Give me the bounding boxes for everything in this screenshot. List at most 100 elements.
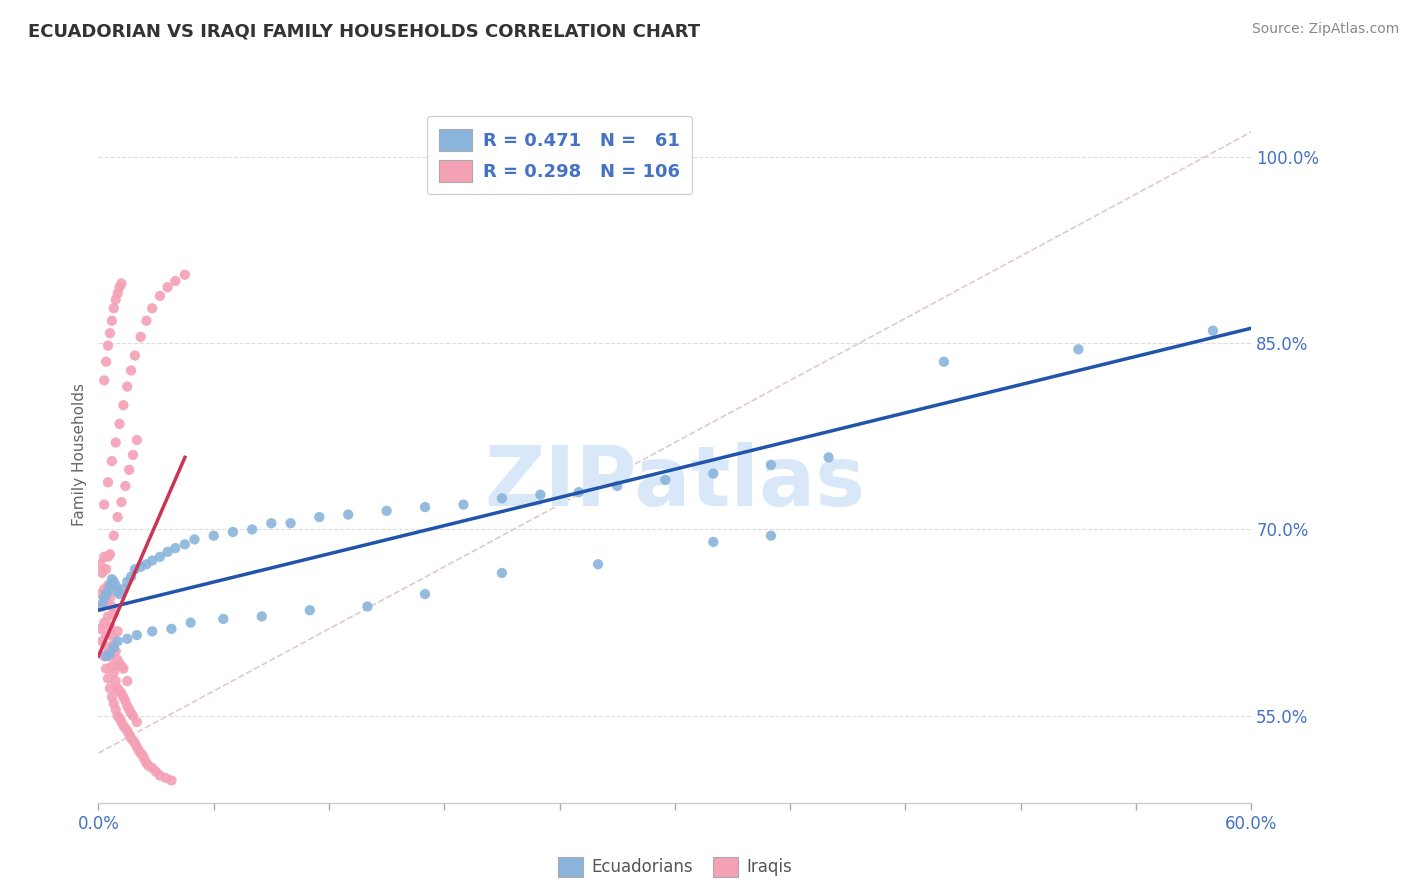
Point	[107, 584, 129, 599]
Point	[129, 746, 152, 760]
Point	[250, 609, 273, 624]
Point	[932, 355, 955, 369]
Point	[107, 624, 129, 639]
Point	[606, 479, 628, 493]
Point	[103, 697, 125, 711]
Point	[118, 727, 141, 741]
Point	[129, 559, 152, 574]
Point	[91, 634, 114, 648]
Point	[114, 721, 136, 735]
Text: ZIPatlas: ZIPatlas	[485, 442, 865, 524]
Point	[107, 510, 129, 524]
Point	[120, 363, 142, 377]
Point	[375, 504, 398, 518]
Point	[98, 619, 121, 633]
Point	[222, 524, 245, 539]
Point	[93, 649, 115, 664]
Point	[453, 498, 475, 512]
Point	[156, 280, 179, 294]
Point	[131, 748, 153, 763]
Point	[156, 545, 179, 559]
Point	[93, 582, 115, 596]
Point	[101, 454, 124, 468]
Point	[110, 686, 132, 700]
Point	[103, 607, 125, 621]
Point	[98, 547, 121, 561]
Point	[135, 314, 157, 328]
Point	[107, 708, 129, 723]
Point	[91, 566, 114, 580]
Point	[110, 659, 132, 673]
Point	[529, 488, 551, 502]
Point	[135, 756, 157, 770]
Point	[112, 398, 135, 412]
Point	[98, 681, 121, 696]
Point	[413, 587, 436, 601]
Point	[91, 597, 114, 611]
Point	[93, 591, 115, 605]
Point	[104, 293, 127, 307]
Point	[586, 558, 609, 572]
Point	[104, 578, 127, 592]
Point	[97, 549, 120, 564]
Point	[118, 463, 141, 477]
Point	[120, 570, 142, 584]
Point	[89, 558, 111, 572]
Point	[104, 674, 127, 689]
Point	[117, 379, 138, 393]
Point	[101, 599, 124, 614]
Point	[149, 768, 172, 782]
Point	[356, 599, 378, 614]
Point	[93, 549, 115, 564]
Point	[104, 703, 127, 717]
Point	[93, 615, 115, 630]
Point	[240, 523, 263, 537]
Point	[141, 761, 163, 775]
Point	[97, 338, 120, 352]
Point	[98, 649, 121, 664]
Point	[141, 301, 163, 316]
Point	[654, 473, 676, 487]
Point	[107, 681, 129, 696]
Point	[120, 706, 142, 721]
Point	[124, 349, 146, 363]
Point	[107, 653, 129, 667]
Point	[125, 628, 148, 642]
Point	[160, 622, 183, 636]
Point	[108, 587, 131, 601]
Point	[183, 533, 205, 547]
Point	[413, 500, 436, 515]
Point	[134, 752, 156, 766]
Point	[308, 510, 330, 524]
Legend: Ecuadorians, Iraqis: Ecuadorians, Iraqis	[550, 849, 800, 885]
Point	[112, 582, 135, 596]
Y-axis label: Family Households: Family Households	[72, 384, 87, 526]
Point	[124, 736, 146, 750]
Point	[702, 535, 724, 549]
Point	[280, 516, 302, 531]
Point	[165, 274, 187, 288]
Point	[1202, 324, 1225, 338]
Point	[103, 574, 125, 589]
Point	[702, 467, 724, 481]
Point	[93, 498, 115, 512]
Point	[98, 591, 121, 605]
Point	[104, 435, 127, 450]
Point	[108, 280, 131, 294]
Point	[108, 657, 131, 671]
Point	[93, 373, 115, 387]
Point	[97, 475, 120, 490]
Point	[114, 479, 136, 493]
Point	[260, 516, 283, 531]
Point	[180, 615, 202, 630]
Point	[101, 314, 124, 328]
Point	[103, 529, 125, 543]
Point	[122, 448, 145, 462]
Point	[1067, 343, 1090, 357]
Point	[110, 714, 132, 729]
Point	[122, 733, 145, 747]
Point	[125, 714, 148, 729]
Point	[97, 578, 120, 592]
Point	[103, 665, 125, 680]
Point	[141, 553, 163, 567]
